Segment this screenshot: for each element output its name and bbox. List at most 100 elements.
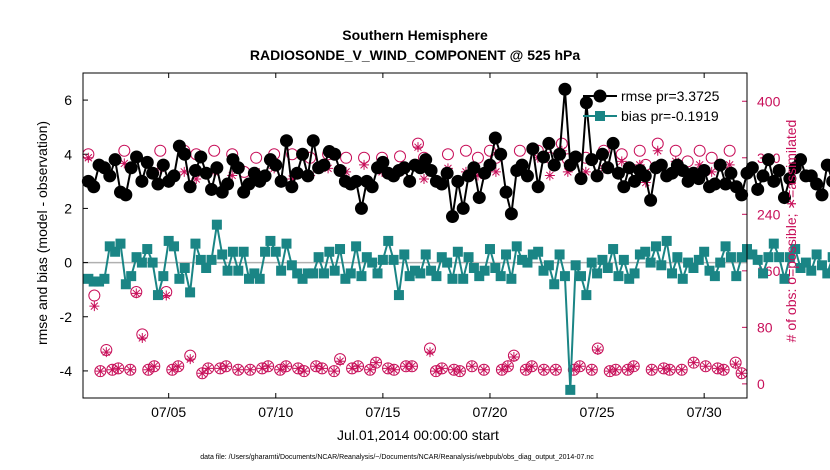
series-lines bbox=[81, 82, 830, 395]
rmse-point bbox=[494, 147, 508, 161]
obs-count-markers bbox=[82, 137, 748, 380]
bias-point bbox=[399, 249, 410, 260]
rmse-point bbox=[719, 177, 733, 191]
rmse-point bbox=[306, 134, 320, 148]
rmse-point bbox=[531, 180, 545, 194]
obs-assimilated-marker bbox=[586, 364, 597, 375]
bias-point bbox=[147, 257, 158, 268]
obs-assimilated-marker bbox=[389, 364, 400, 375]
obs-assimilated-marker bbox=[401, 361, 412, 372]
obs-assimilated-marker bbox=[706, 166, 717, 177]
y-tick-label: -2 bbox=[60, 309, 73, 325]
bias-point bbox=[415, 268, 426, 279]
bias-point bbox=[393, 290, 404, 301]
rmse-point bbox=[520, 169, 534, 183]
obs-assimilated-marker bbox=[263, 361, 274, 372]
obs-assimilated-marker bbox=[311, 361, 322, 372]
rmse-point bbox=[767, 174, 781, 188]
y-right-tick-label: 80 bbox=[757, 319, 773, 335]
rmse-point bbox=[483, 158, 497, 172]
obs-assimilated-marker bbox=[149, 361, 160, 372]
obs-assimilated-marker bbox=[281, 361, 292, 372]
obs-assimilated-marker bbox=[287, 173, 298, 184]
rmse-point bbox=[451, 174, 465, 188]
rmse-point bbox=[349, 174, 363, 188]
obs-assimilated-marker bbox=[562, 166, 573, 177]
rmse-point bbox=[735, 188, 749, 202]
bias-point bbox=[736, 252, 747, 263]
rmse-point bbox=[221, 177, 235, 191]
y-tick-label: 6 bbox=[64, 92, 72, 108]
rmse-point bbox=[258, 169, 272, 183]
obs-possible-marker bbox=[154, 144, 167, 157]
bias-point bbox=[195, 254, 206, 265]
rmse-point bbox=[397, 161, 411, 175]
obs-possible-marker bbox=[328, 365, 341, 378]
rmse-point bbox=[713, 158, 727, 172]
bias-point bbox=[318, 268, 329, 279]
bias-point bbox=[227, 246, 238, 257]
obs-assimilated-marker bbox=[137, 332, 148, 343]
obs-assimilated-marker bbox=[544, 170, 555, 181]
bias-point bbox=[490, 263, 501, 273]
obs-assimilated-marker bbox=[371, 357, 382, 368]
plot-frame bbox=[82, 72, 748, 399]
rmse-point bbox=[440, 166, 454, 180]
rmse-point bbox=[188, 164, 202, 177]
bias-point bbox=[452, 246, 463, 257]
bias-point bbox=[260, 246, 271, 257]
obs-assimilated-marker bbox=[95, 366, 106, 377]
bias-point bbox=[533, 246, 544, 257]
x-tick-label: 07/30 bbox=[687, 404, 722, 420]
legend-label: rmse pr=3.3725 bbox=[621, 88, 720, 104]
rmse-point bbox=[815, 188, 829, 202]
obs-assimilated-marker bbox=[568, 364, 579, 375]
rmse-point bbox=[333, 164, 347, 177]
bias-point bbox=[436, 252, 447, 263]
bias-point bbox=[211, 219, 222, 230]
bias-point bbox=[624, 273, 635, 284]
bias-point bbox=[517, 254, 528, 265]
obs-assimilated-marker bbox=[694, 159, 705, 170]
obs-assimilated-marker bbox=[113, 363, 124, 374]
bias-point bbox=[238, 246, 249, 257]
bias-point bbox=[340, 273, 351, 284]
bias-point bbox=[254, 273, 265, 284]
bias-point bbox=[720, 241, 731, 252]
obs-possible-marker bbox=[645, 363, 658, 376]
y-right-tick-label: 0 bbox=[757, 376, 765, 392]
bias-point bbox=[752, 254, 763, 265]
x-tick-label: 07/25 bbox=[580, 404, 615, 420]
bias-point bbox=[474, 271, 485, 282]
obs-assimilated-marker bbox=[197, 368, 208, 379]
obs-assimilated-marker bbox=[353, 361, 364, 372]
bias-point bbox=[404, 271, 415, 282]
bias-point bbox=[806, 265, 817, 276]
bias-point bbox=[185, 287, 196, 298]
rmse-point bbox=[472, 191, 486, 205]
obs-assimilated-marker bbox=[412, 142, 423, 153]
y-right-tick-label: 240 bbox=[757, 206, 781, 222]
bias-point bbox=[345, 268, 356, 279]
bias-point bbox=[586, 257, 597, 268]
obs-possible-marker bbox=[370, 356, 383, 369]
bias-point bbox=[308, 268, 319, 279]
obs-possible-marker bbox=[232, 363, 245, 376]
obs-assimilated-marker bbox=[700, 361, 711, 372]
bias-point bbox=[292, 268, 303, 279]
bias-point bbox=[763, 252, 774, 263]
rmse-point bbox=[328, 147, 342, 161]
rmse-point bbox=[606, 136, 620, 150]
bias-point bbox=[351, 241, 362, 252]
obs-assimilated-marker bbox=[490, 166, 501, 177]
obs-assimilated-marker bbox=[430, 366, 441, 377]
obs-assimilated-marker bbox=[736, 368, 747, 379]
obs-assimilated-marker bbox=[257, 363, 268, 374]
bias-point bbox=[688, 263, 699, 273]
obs-assimilated-marker bbox=[508, 352, 519, 363]
data-file-footnote: data file: /Users/gharamti/Documents/NCA… bbox=[200, 454, 594, 461]
bias-point bbox=[249, 268, 260, 279]
y-tick-label: 0 bbox=[64, 255, 72, 271]
x-tick-label: 07/10 bbox=[258, 404, 293, 420]
obs-assimilated-marker bbox=[185, 354, 196, 365]
